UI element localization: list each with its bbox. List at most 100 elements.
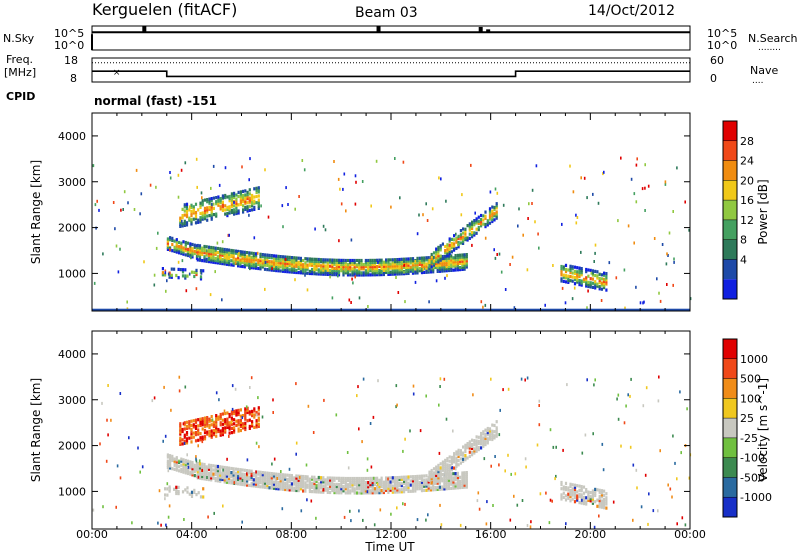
scatter-cell-1054: [471, 233, 474, 237]
scatter-cell-177: [225, 476, 228, 480]
scatter-cell-516: [333, 262, 336, 266]
scatter-cell-962: [430, 252, 433, 257]
scatter-cell-622: [367, 265, 370, 269]
scatter-cell-1295: [242, 200, 245, 204]
scatter-cell-666: [380, 491, 383, 495]
scatter-cell-310: [270, 264, 273, 268]
scatter-cell-581: [353, 265, 356, 269]
scatter-cell-220: [241, 258, 244, 262]
scatter-cell-1285: [228, 425, 231, 429]
scatter-cell-1675: [551, 499, 553, 503]
scatter-cell-454: [315, 272, 318, 276]
scatter-cell-517: [333, 491, 336, 495]
scatter-cell-590: [355, 481, 359, 485]
scatter-cell-859: [443, 481, 446, 485]
scatter-cell-384: [288, 478, 291, 482]
scatter-cell-653: [376, 489, 379, 493]
scatter-cell-1464: [596, 488, 599, 492]
scatter-cell-474: [320, 258, 323, 262]
scatter-cell-676: [382, 262, 385, 266]
scatter-cell-1201: [208, 197, 211, 201]
scatter-cell-1641: [686, 407, 688, 411]
scatter-cell-1557: [455, 232, 457, 236]
scatter-cell-1212: [203, 418, 207, 422]
scatter-cell-1079: [480, 213, 483, 218]
scatter-cell-1443: [587, 494, 590, 498]
scatter-cell-931: [465, 483, 468, 487]
scatter-cell-157: [221, 251, 224, 255]
scatter-cell-1231: [210, 429, 213, 433]
scatter-cell-1538: [635, 468, 638, 472]
scatter-cell-1555: [241, 416, 244, 420]
scatter-cell-714: [394, 258, 397, 262]
scatter-cell-5: [166, 237, 169, 241]
scatter-cell-57: [189, 472, 192, 476]
xtick-label-2: 08:00: [275, 528, 307, 541]
scatter-cell-1537: [197, 475, 200, 479]
scatter-cell-1548: [527, 217, 529, 220]
scatter-cell-183: [228, 248, 231, 252]
scatter-cell-715: [396, 490, 399, 494]
scatter-cell-1285: [239, 202, 242, 206]
scatter-cell-524: [335, 491, 338, 495]
scatter-cell-214: [237, 476, 240, 480]
scatter-cell-992: [444, 249, 447, 253]
scatter-cell-579: [353, 491, 356, 495]
scatter-cell-421: [299, 476, 302, 480]
scatter-cell-784: [418, 485, 421, 489]
scatter-cell-602: [360, 487, 363, 491]
scatter-cell-375: [288, 257, 291, 262]
scatter-cell-102: [201, 464, 204, 468]
scatter-cell-350: [279, 487, 282, 491]
scatter-cell-1005: [448, 239, 451, 243]
velocity-colorbar-label: Velocity [m s^-1]: [756, 378, 770, 482]
scatter-cell-1624: [227, 233, 230, 237]
scatter-cell-1674: [538, 423, 541, 427]
scatter-cell-1225: [219, 207, 222, 211]
scatter-velocity: [92, 375, 692, 529]
scatter-cell-750: [407, 487, 410, 491]
scatter-cell-382: [288, 484, 291, 488]
scatter-cell-380: [288, 488, 291, 492]
scatter-cell-410: [297, 484, 300, 489]
scatter-cell-1476: [164, 273, 167, 277]
scatter-cell-756: [407, 267, 410, 271]
scatter-cell-962: [435, 465, 438, 469]
scatter-cell-1747: [402, 502, 404, 506]
scatter-cell-107: [203, 471, 206, 475]
scatter-cell-613: [362, 481, 365, 485]
scatter-cell-1018: [455, 462, 458, 466]
scatter-cell-1773: [565, 522, 567, 526]
scatter-cell-273: [259, 267, 262, 271]
scatter-cell-112: [205, 477, 208, 481]
scatter-cell-221: [241, 256, 244, 260]
scatter-cell-560: [346, 265, 350, 269]
scatter-cell-329: [275, 256, 278, 260]
scatter-cell-1670: [249, 267, 251, 271]
scatter-cell-659: [378, 491, 381, 495]
scatter-cell-141: [216, 257, 219, 261]
scatter-cell-80: [196, 245, 199, 250]
scatter-cell-1569: [201, 440, 204, 444]
scatter-cell-1708: [666, 252, 668, 256]
scatter-cell-661: [378, 260, 381, 264]
scatter-cell-1338: [255, 190, 258, 194]
scatter-cell-1472: [598, 488, 601, 492]
scatter-cell-1160: [188, 436, 191, 440]
scatter-cell-1118: [491, 431, 494, 435]
scatter-cell-472: [317, 484, 320, 488]
scatter-cell-235: [243, 481, 246, 485]
scatter-cell-713: [394, 478, 397, 482]
scatter-cell-1268: [233, 196, 236, 200]
scatter-cell-671: [380, 478, 383, 482]
scatter-cell-1420: [578, 488, 581, 492]
scatter-cell-664: [378, 480, 381, 484]
scatter-cell-1356: [560, 264, 563, 269]
scatter-cell-78: [196, 250, 199, 254]
scatter-cell-548: [342, 258, 345, 262]
scatter-cell-681: [385, 264, 388, 268]
scatter-cell-1357: [253, 407, 256, 411]
scatter-cell-765: [409, 261, 412, 265]
scatter-cell-193: [232, 257, 235, 261]
scatter-cell-439: [306, 479, 309, 483]
